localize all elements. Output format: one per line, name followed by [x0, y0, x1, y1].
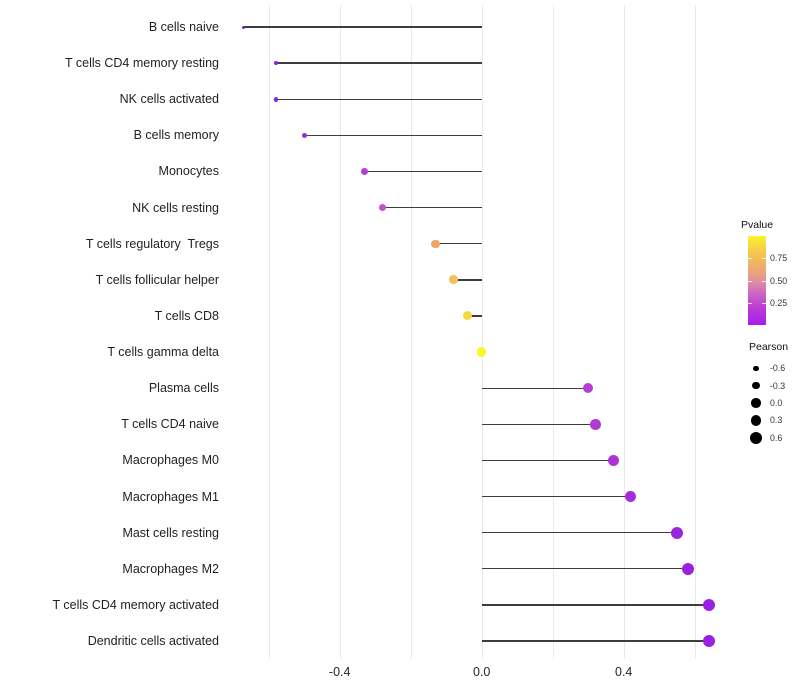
gridline [410, 5, 412, 659]
lollipop-stem [435, 243, 482, 245]
pearson-size-label: -0.6 [770, 363, 786, 374]
y-axis-label: T cells CD8 [154, 308, 219, 323]
lollipop-stem [481, 495, 631, 498]
y-axis-label: Mast cells resting [122, 525, 219, 540]
colorbar-tick [748, 280, 752, 282]
y-axis-label: NK cells activated [119, 92, 219, 107]
pearson-size-label: 0.3 [770, 415, 783, 426]
colorbar-tick [748, 302, 752, 304]
y-axis-label: Macrophages M1 [122, 489, 219, 504]
lollipop-stem [481, 531, 677, 534]
lollipop-dot [301, 132, 307, 139]
gridline [339, 5, 341, 659]
lollipop-stem [481, 640, 709, 642]
pvalue-tick-label: 0.50 [770, 275, 788, 286]
pearson-size-label: -0.3 [770, 380, 786, 391]
pearson-size-dot [750, 431, 762, 444]
y-axis-label: Macrophages M0 [122, 453, 219, 468]
lollipop-stem [304, 134, 482, 137]
gridline [552, 5, 554, 659]
gridline [268, 5, 270, 659]
lollipop-stem [453, 279, 482, 281]
lollipop-stem [275, 98, 482, 100]
lollipop-dot [702, 634, 716, 648]
lollipop-stem [364, 170, 482, 173]
pearson-size-label: 0.6 [770, 432, 783, 443]
colorbar-tick [762, 280, 766, 282]
lollipop-dot [583, 383, 594, 394]
lollipop-stem [275, 62, 482, 64]
lollipop-dot [242, 25, 246, 29]
lollipop-stem [467, 315, 482, 317]
y-axis-label: Dendritic cells activated [87, 634, 219, 649]
pearson-size-dot [752, 381, 760, 390]
lollipop-stem [481, 423, 596, 425]
pearson-size-dot [751, 398, 761, 408]
lollipop-dot [273, 60, 278, 66]
pearson-size-dot [750, 415, 762, 426]
y-axis-label: T cells follicular helper [95, 272, 219, 287]
lollipop-stem [481, 604, 709, 606]
legend-pearson-title: Pearson [749, 341, 789, 353]
lollipop-dot [273, 96, 279, 102]
lollipop-dot [670, 526, 683, 539]
pvalue-tick-label: 0.75 [770, 253, 788, 264]
x-axis-tick-label: -0.4 [328, 665, 351, 679]
y-axis-label: Plasma cells [148, 381, 219, 396]
legend-pvalue-title: Pvalue [741, 219, 774, 231]
colorbar-tick [762, 302, 766, 304]
lollipop-dot [681, 562, 694, 575]
x-axis-tick-label: 0.4 [614, 665, 633, 679]
pearson-size-dot [753, 365, 759, 371]
y-axis-label: T cells CD4 naive [121, 417, 219, 432]
colorbar-tick [762, 258, 766, 260]
y-axis-label: T cells gamma delta [107, 345, 219, 360]
pearson-size-label: 0.0 [770, 398, 783, 408]
y-axis-label: T cells CD4 memory activated [52, 597, 220, 612]
lollipop-dot [702, 598, 716, 612]
y-axis-label: Macrophages M2 [122, 561, 219, 576]
y-axis-label: Monocytes [158, 164, 219, 179]
gridline [623, 5, 625, 659]
y-axis-label: B cells naive [148, 20, 219, 34]
y-axis-label: B cells memory [133, 128, 219, 143]
lollipop-stem [243, 26, 482, 28]
y-axis-label: T cells regulatory Tregs [85, 236, 219, 251]
lollipop-stem [481, 387, 589, 389]
lollipop-dot [607, 454, 619, 466]
lollipop-dot [361, 167, 369, 175]
gridline [481, 5, 483, 659]
lollipop-dot [477, 347, 487, 357]
pvalue-tick-label: 0.25 [770, 297, 788, 308]
lollipop-dot [431, 239, 440, 248]
lollipop-dot [463, 311, 472, 321]
lollipop-dot [590, 419, 601, 430]
lollipop-dot [625, 490, 637, 503]
colorbar-tick [748, 258, 752, 260]
lollipop-dot [378, 203, 386, 212]
lollipop-dot [448, 275, 458, 285]
gridline [694, 5, 696, 659]
lollipop-stem [481, 459, 614, 462]
lollipop-stem [382, 206, 482, 209]
y-axis-label: T cells CD4 memory resting [65, 56, 219, 71]
y-axis-label: NK cells resting [132, 200, 219, 215]
lollipop-stem [481, 568, 688, 570]
pvalue-colorbar [748, 236, 766, 325]
x-axis-tick-label: 0.0 [472, 665, 491, 679]
